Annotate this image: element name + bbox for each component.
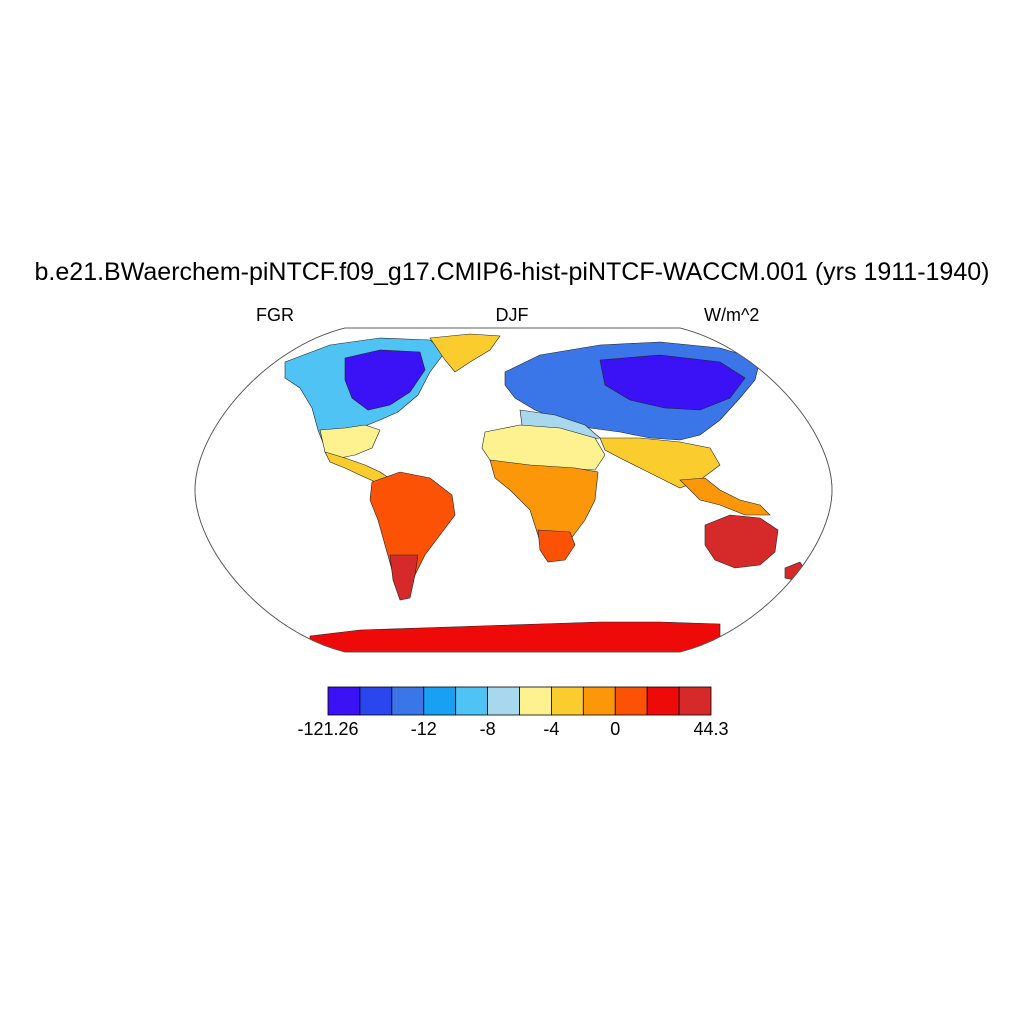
colorbar-segment (519, 686, 552, 716)
southeast-asia (679, 477, 771, 516)
colorbar-tick-label: -12 (410, 719, 437, 739)
colorbar-tick-label: -4 (543, 719, 560, 739)
south-america-south (389, 554, 419, 601)
colorbar-segment (391, 686, 425, 716)
colorbar-segment (359, 686, 393, 716)
greenland (429, 333, 501, 373)
colorbar-tick-label: -121.26 (297, 719, 359, 739)
colorbar-segment (487, 686, 520, 716)
colorbar-segment (423, 686, 457, 716)
australia (704, 514, 779, 569)
colorbar-segment (614, 686, 648, 716)
units-label: W/m^2 (704, 305, 760, 325)
antarctica (309, 621, 721, 652)
siberia-core (599, 354, 746, 411)
africa-south (537, 529, 576, 563)
colorbar-tick-label: -8 (479, 719, 496, 739)
africa-north (481, 424, 606, 471)
colorbar-segment (551, 686, 584, 716)
colorbar-tick-label: 0 (610, 719, 621, 739)
colorbar-segment (455, 686, 488, 716)
colorbar-tick-label: 44.3 (693, 719, 729, 739)
land-masses (284, 333, 806, 652)
north-america-core (344, 349, 426, 411)
variable-label: FGR (256, 305, 294, 325)
page-title: b.e21.BWaerchem-piNTCF.f09_g17.CMIP6-his… (34, 258, 990, 286)
colorbar-segment (582, 686, 616, 716)
colorbar-segment (678, 686, 712, 716)
colorbar-segment (327, 686, 361, 716)
globe-border (194, 327, 833, 653)
colorbar-segment (646, 686, 680, 716)
season-label: DJF (495, 305, 529, 325)
